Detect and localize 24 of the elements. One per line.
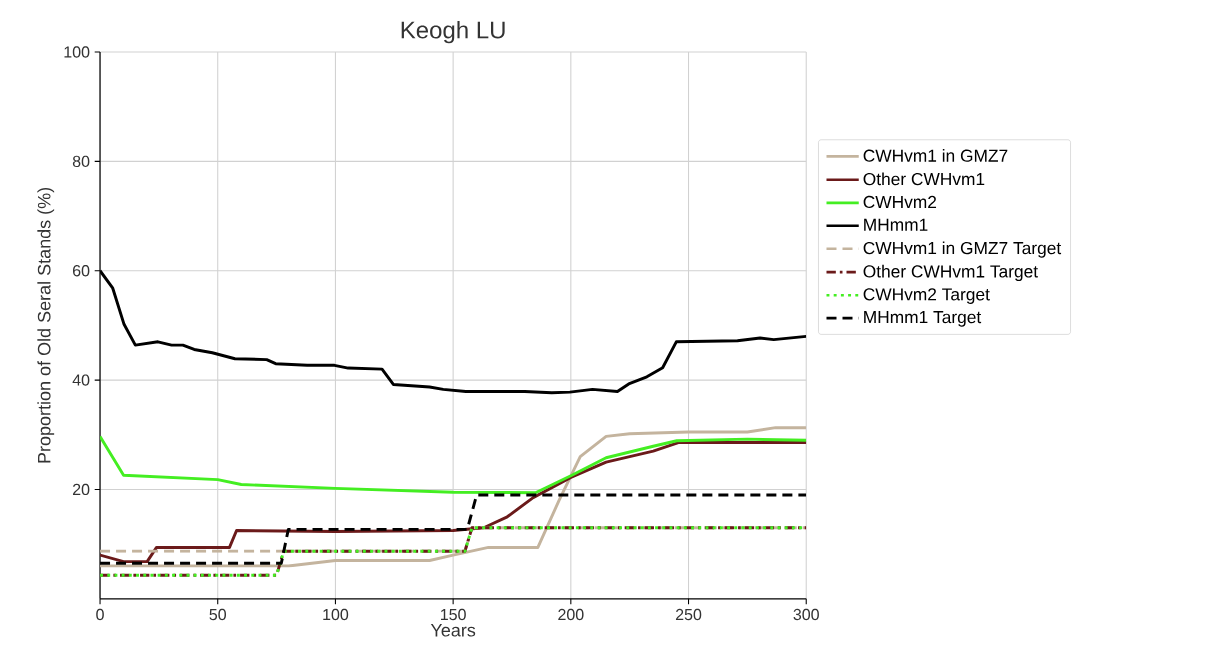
chart-title: Keogh LU [401,20,505,44]
legend-label: MHmm1 Target [864,311,982,327]
x-tick-label: 200 [558,608,584,621]
x-tick-label: 100 [323,608,349,621]
y-tick-label: 100 [64,46,90,58]
legend-label: CWHvm1 in GMZ7 [863,149,1008,162]
legend-label: MHmm1 [864,218,928,231]
y-tick-label: 60 [73,265,90,277]
legend-label: CWHvm2 [863,195,937,209]
legend-label: CWHvm2 Target [863,288,990,304]
y-tick-label: 40 [72,374,90,386]
y-axis-title: Proportion of Old Seral Stands (%) [37,187,55,463]
legend-label: Other CWHvm1 Target [863,264,1038,281]
x-axis-title: Years [430,623,476,637]
x-tick-label: 50 [209,608,227,621]
legend-label: Other CWHvm1 [863,172,985,186]
x-tick-label: 300 [793,608,819,621]
x-tick-label: 0 [96,608,104,621]
line-series [100,434,807,495]
legend-label: CWHvm1 in GMZ7 Target [863,241,1062,258]
x-tick-label: 150 [440,608,466,621]
y-tick-label: 20 [72,483,90,496]
x-tick-label: 250 [675,608,702,621]
y-tick-label: 80 [72,155,90,167]
